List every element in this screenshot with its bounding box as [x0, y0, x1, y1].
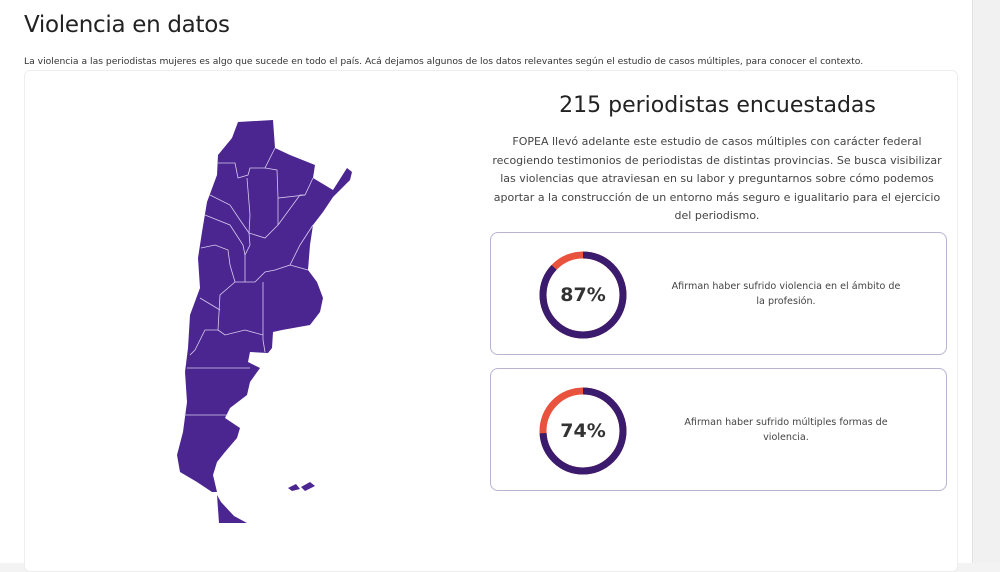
intro-text: La violencia a las periodistas mujeres e…: [24, 56, 864, 67]
malvinas-islands: [288, 482, 315, 491]
survey-headline: 215 periodistas encuestadas: [559, 93, 876, 118]
ring-value-arc: [539, 251, 627, 339]
argentina-map: [177, 120, 352, 523]
stat-card: 87% Afirman haber sufrido violencia en e…: [490, 232, 947, 355]
stat-description: Afirman haber sufrido múltiples formas d…: [684, 416, 888, 443]
tierra-del-fuego: [217, 495, 247, 523]
stat-card: 74% Afirman haber sufrido múltiples form…: [490, 368, 947, 491]
stat-percent: 87%: [560, 284, 606, 306]
percent-ring-chart: [539, 251, 627, 339]
scrollbar[interactable]: [972, 0, 1000, 563]
survey-description: FOPEA llevó adelante este estudio de cas…: [492, 135, 942, 223]
argentina-mainland: [177, 120, 352, 492]
ring-value-arc: [539, 387, 627, 475]
page: Violencia en datos La violencia a las pe…: [0, 0, 972, 572]
page-title: Violencia en datos: [24, 12, 230, 38]
percent-ring-chart: [539, 387, 627, 475]
stat-description: Afirman haber sufrido violencia en el ám…: [671, 280, 901, 307]
stat-percent: 74%: [560, 420, 606, 442]
province-borders: [184, 147, 314, 416]
